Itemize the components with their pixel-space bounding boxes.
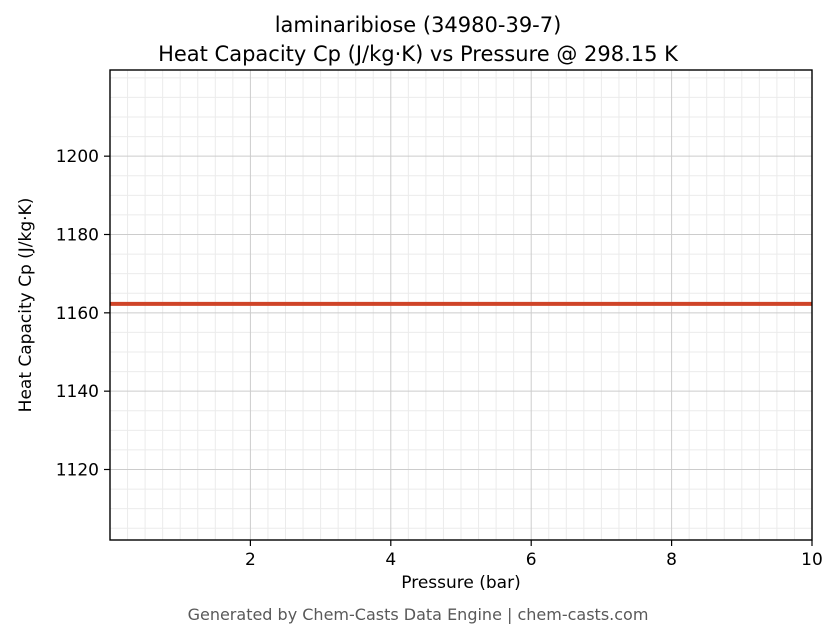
plot-border xyxy=(109,69,813,541)
x-tick-label: 6 xyxy=(526,550,537,570)
y-tick-label: 1140 xyxy=(56,382,99,402)
chart-title-line2: Heat Capacity Cp (J/kg·K) vs Pressure @ … xyxy=(158,42,678,66)
footer-note: Generated by Chem-Casts Data Engine | ch… xyxy=(187,605,649,624)
y-tick-label: 1200 xyxy=(56,147,99,167)
chart-title: laminaribiose (34980-39-7) Heat Capacity… xyxy=(0,11,836,69)
x-axis-label: Pressure (bar) xyxy=(401,573,521,593)
y-tick-label: 1160 xyxy=(56,304,99,324)
x-tick-label: 2 xyxy=(245,550,256,570)
x-tick-label: 10 xyxy=(801,550,823,570)
chart-title-line1: laminaribiose (34980-39-7) xyxy=(274,13,562,37)
x-tick-label: 8 xyxy=(666,550,677,570)
y-axis-label: Heat Capacity Cp (J/kg·K) xyxy=(16,197,36,413)
y-tick-label: 1120 xyxy=(56,461,99,481)
x-tick-label: 4 xyxy=(385,550,396,570)
y-tick-label: 1180 xyxy=(56,226,99,246)
